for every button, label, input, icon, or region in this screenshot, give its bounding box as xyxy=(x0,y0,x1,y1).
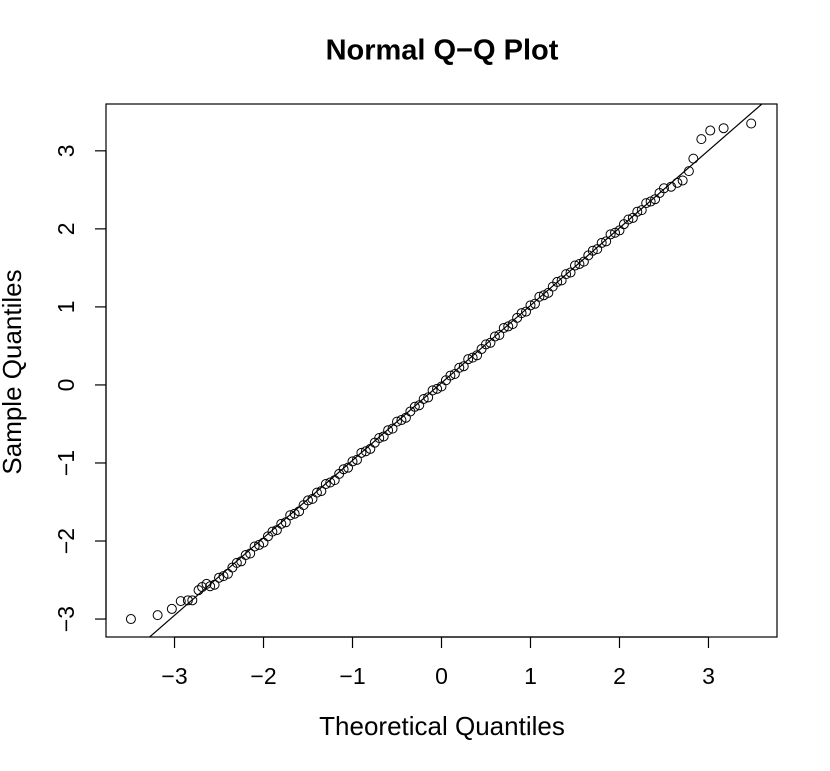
data-point xyxy=(187,595,198,606)
data-point xyxy=(427,385,438,396)
data-point xyxy=(454,362,465,373)
data-point xyxy=(525,300,536,311)
data-point xyxy=(705,125,716,136)
data-point xyxy=(718,123,729,134)
data-point xyxy=(458,361,469,372)
data-point xyxy=(311,487,322,498)
data-point xyxy=(498,322,509,333)
y-axis-label: Sample Quantiles xyxy=(0,269,27,474)
data-point xyxy=(409,401,420,412)
data-point xyxy=(516,308,527,319)
data-point xyxy=(249,541,260,552)
data-point xyxy=(605,229,616,240)
y-tick-label: 3 xyxy=(53,144,79,157)
x-tick-label: 0 xyxy=(435,663,448,689)
data-point xyxy=(125,614,136,625)
data-point xyxy=(303,495,314,506)
data-point xyxy=(276,518,287,529)
x-tick-label: −2 xyxy=(250,663,276,689)
data-point xyxy=(152,610,163,621)
data-point xyxy=(552,276,563,287)
y-tick-label: 1 xyxy=(53,301,79,314)
data-point xyxy=(480,339,491,350)
data-point xyxy=(596,237,607,248)
data-point xyxy=(214,572,225,583)
plot-frame xyxy=(105,103,778,638)
data-point xyxy=(623,214,634,225)
data-point xyxy=(240,550,251,561)
data-point xyxy=(561,269,572,280)
y-tick-label: −2 xyxy=(53,528,79,554)
chart-title: Normal Q−Q Plot xyxy=(326,35,559,67)
x-tick-label: −3 xyxy=(161,663,187,689)
y-tick-label: −1 xyxy=(53,450,79,476)
data-point xyxy=(320,479,331,490)
plot-area xyxy=(125,104,763,637)
x-tick-label: −1 xyxy=(339,663,365,689)
data-point xyxy=(565,267,576,278)
data-point xyxy=(696,134,707,145)
data-point xyxy=(374,433,385,444)
y-tick-label: 0 xyxy=(53,379,79,392)
data-point xyxy=(636,205,647,216)
data-point xyxy=(205,581,216,592)
reference-line xyxy=(149,104,763,637)
data-point xyxy=(601,236,612,247)
data-point xyxy=(529,298,540,309)
x-axis-label: Theoretical Quantiles xyxy=(319,711,565,741)
data-point xyxy=(688,153,699,164)
data-point xyxy=(175,596,186,607)
data-point xyxy=(356,447,367,458)
data-point xyxy=(641,198,652,209)
data-point xyxy=(569,260,580,271)
data-point xyxy=(587,245,598,256)
data-point xyxy=(494,329,505,340)
data-point xyxy=(677,175,688,186)
data-point xyxy=(231,557,242,568)
data-point xyxy=(534,291,545,302)
data-point xyxy=(347,456,358,467)
data-point xyxy=(445,370,456,381)
data-point xyxy=(383,425,394,436)
y-tick-label: 2 xyxy=(53,222,79,235)
data-point xyxy=(658,183,669,194)
y-tick-label: −3 xyxy=(53,606,79,632)
data-point xyxy=(632,206,643,217)
data-point xyxy=(423,392,434,403)
data-point xyxy=(392,416,403,427)
data-point xyxy=(418,393,429,404)
x-tick-label: 1 xyxy=(524,663,537,689)
x-tick-label: 2 xyxy=(613,663,626,689)
x-tick-label: 3 xyxy=(702,663,715,689)
data-point xyxy=(463,354,474,365)
data-point xyxy=(285,510,296,521)
data-point xyxy=(267,526,278,537)
data-point xyxy=(746,118,757,129)
data-point xyxy=(166,603,177,614)
data-point xyxy=(338,464,349,475)
data-point xyxy=(489,331,500,342)
